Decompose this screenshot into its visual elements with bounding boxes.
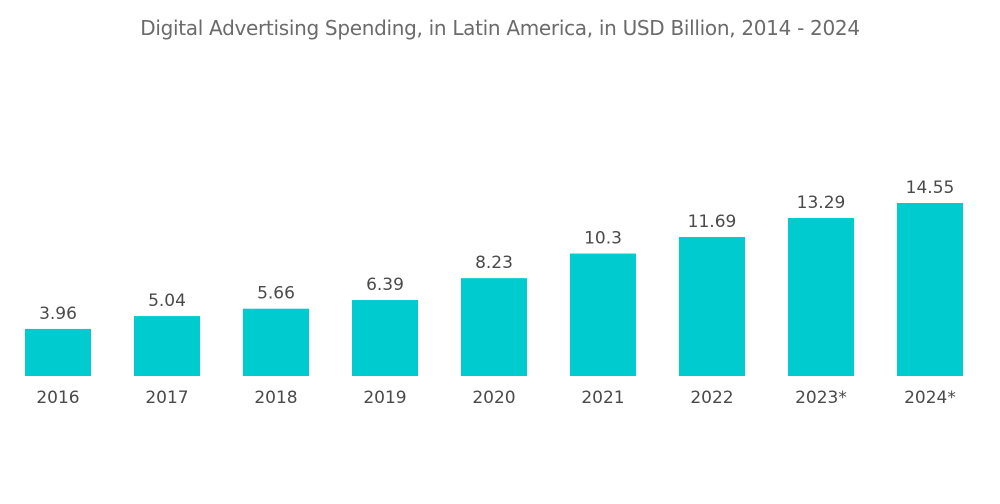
bar-2020 (461, 278, 527, 376)
value-label: 13.29 (797, 193, 846, 213)
value-label: 5.04 (148, 291, 186, 311)
bar-2018 (243, 308, 309, 376)
value-label: 5.66 (257, 284, 295, 304)
bar-2016 (25, 328, 91, 376)
x-tick-label: 2021 (581, 388, 624, 408)
x-tick-label: 2019 (363, 388, 406, 408)
bar-2022 (679, 237, 745, 376)
value-label: 14.55 (906, 178, 955, 198)
x-tick-label: 2017 (145, 388, 188, 408)
value-label: 8.23 (475, 253, 513, 273)
value-label: 3.96 (39, 304, 77, 324)
value-label: 11.69 (688, 212, 737, 232)
bar-2019 (352, 300, 418, 376)
bar-2017 (134, 316, 200, 376)
chart-title: Digital Advertising Spending, in Latin A… (140, 16, 860, 40)
x-tick-label: 2018 (254, 388, 297, 408)
x-tick-label: 2020 (472, 388, 515, 408)
bar-2023* (788, 217, 854, 376)
x-tick-label: 2024* (904, 388, 956, 408)
x-tick-label: 2016 (36, 388, 79, 408)
value-label: 6.39 (366, 275, 404, 295)
bar-2024* (897, 203, 963, 376)
x-tick-label: 2022 (690, 388, 733, 408)
x-tick-label: 2023* (795, 388, 847, 408)
bar-2021 (570, 253, 636, 376)
value-label: 10.3 (584, 229, 622, 249)
